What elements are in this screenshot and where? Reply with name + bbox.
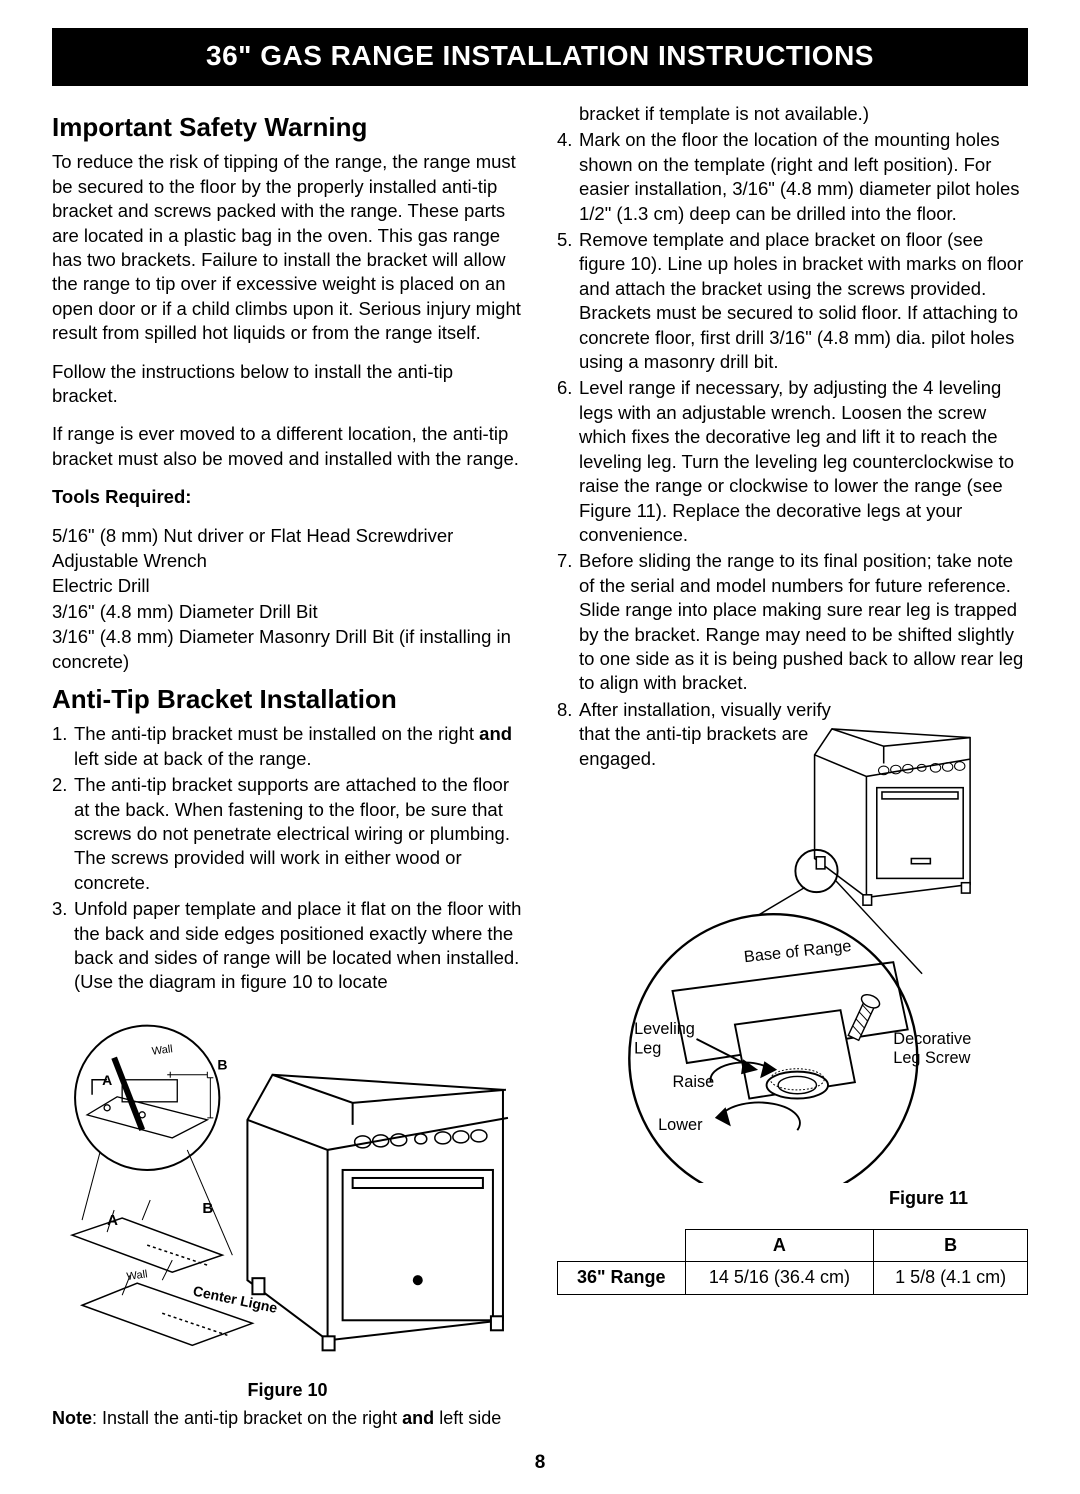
svg-text:Wall: Wall xyxy=(151,1043,173,1057)
table-cell: 1 5/8 (4.1 cm) xyxy=(874,1262,1028,1295)
safety-p3: If range is ever moved to a different lo… xyxy=(52,422,523,471)
table-col-b: B xyxy=(874,1229,1028,1262)
step-text: Mark on the floor the location of the mo… xyxy=(579,128,1028,226)
svg-text:Raise: Raise xyxy=(673,1073,715,1091)
step-3-cont: bracket if template is not available.) xyxy=(557,102,1028,126)
page-number: 8 xyxy=(52,1452,1028,1474)
figure-10-note: Note: Install the anti-tip bracket on th… xyxy=(52,1407,523,1431)
dimension-table: A B 36" Range 14 5/16 (36.4 cm) 1 5/8 (4… xyxy=(557,1229,1028,1296)
step-text: The anti-tip bracket supports are attach… xyxy=(74,773,523,895)
step-text: Before sliding the range to its final po… xyxy=(579,549,1028,695)
left-column: Important Safety Warning To reduce the r… xyxy=(52,102,523,1430)
tool-item: 3/16" (4.8 mm) Diameter Masonry Drill Bi… xyxy=(52,625,523,674)
right-column: bracket if template is not available.) 4… xyxy=(557,102,1028,1430)
svg-text:A: A xyxy=(102,1072,112,1088)
tools-list: 5/16" (8 mm) Nut driver or Flat Head Scr… xyxy=(52,524,523,674)
svg-text:A: A xyxy=(107,1212,118,1229)
svg-text:B: B xyxy=(202,1200,213,1217)
figure-11-label: Figure 11 xyxy=(557,1187,1028,1211)
antitip-steps-left: 1.The anti-tip bracket must be installed… xyxy=(52,722,523,994)
step-text-bold: and xyxy=(479,723,512,744)
svg-text:Lower: Lower xyxy=(658,1116,703,1134)
page-title: 36" GAS RANGE INSTALLATION INSTRUCTIONS xyxy=(52,28,1028,86)
svg-text:Wall: Wall xyxy=(126,1268,148,1283)
table-cell: 14 5/16 (36.4 cm) xyxy=(685,1262,874,1295)
step-text: left side at back of the range. xyxy=(74,748,312,769)
svg-text:DecorativeLeg Screw: DecorativeLeg Screw xyxy=(893,1030,971,1067)
step-text: The anti-tip bracket must be installed o… xyxy=(74,723,479,744)
figure-11: Base of Range LevelingLeg DecorativeLeg … xyxy=(557,703,1028,1183)
tool-item: Electric Drill xyxy=(52,574,523,598)
tool-item: Adjustable Wrench xyxy=(52,549,523,573)
tool-item: 5/16" (8 mm) Nut driver or Flat Head Scr… xyxy=(52,524,523,548)
content-columns: Important Safety Warning To reduce the r… xyxy=(52,102,1028,1430)
safety-p2: Follow the instructions below to install… xyxy=(52,360,523,409)
tool-item: 3/16" (4.8 mm) Diameter Drill Bit xyxy=(52,600,523,624)
antitip-steps-right: 4.Mark on the floor the location of the … xyxy=(557,128,1028,771)
svg-text:B: B xyxy=(217,1057,227,1073)
figure-10: Wall B A B A Wall Center Ligne xyxy=(52,1005,523,1375)
safety-heading: Important Safety Warning xyxy=(52,110,523,144)
tools-heading: Tools Required: xyxy=(52,485,523,509)
table-row-head: 36" Range xyxy=(558,1262,686,1295)
step-text: Unfold paper template and place it flat … xyxy=(74,897,523,995)
step-text: Remove template and place bracket on flo… xyxy=(579,228,1028,374)
antitip-heading: Anti-Tip Bracket Installation xyxy=(52,682,523,716)
figure-10-label: Figure 10 xyxy=(52,1379,523,1403)
safety-p1: To reduce the risk of tipping of the ran… xyxy=(52,150,523,345)
step-text: Level range if necessary, by adjusting t… xyxy=(579,376,1028,547)
table-col-a: A xyxy=(685,1229,874,1262)
